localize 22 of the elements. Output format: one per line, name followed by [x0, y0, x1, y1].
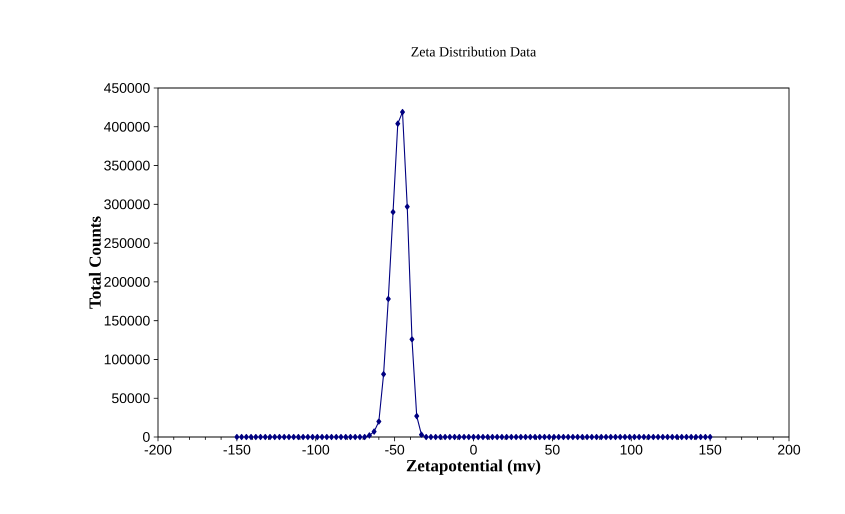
- y-tick-label: 100000: [104, 354, 150, 364]
- x-tick-label: 50: [545, 444, 560, 455]
- y-tick-label: 50000: [112, 393, 150, 404]
- y-tick-label: 400000: [104, 122, 150, 132]
- y-tick-label: 0: [143, 432, 150, 442]
- x-tick-label: 100: [620, 444, 642, 455]
- y-tick-label: 150000: [104, 316, 150, 326]
- y-tick-label: 350000: [104, 160, 150, 170]
- chart-title: Zeta Distribution Data: [411, 46, 536, 57]
- x-axis-title: Zetapotential (mv): [406, 459, 540, 475]
- y-tick-label: 250000: [104, 238, 150, 248]
- x-tick-label: 150: [700, 444, 722, 455]
- x-tick-label: -200: [144, 444, 172, 455]
- y-tick-label: 300000: [104, 199, 150, 210]
- x-tick-label: -50: [385, 444, 404, 455]
- x-tick-label: -150: [224, 444, 250, 455]
- y-axis-title: Total Counts: [88, 216, 101, 309]
- y-tick-label: 450000: [104, 83, 150, 93]
- x-tick-label: -100: [302, 444, 330, 455]
- y-tick-label: 200000: [104, 276, 150, 287]
- x-tick-label: 200: [778, 444, 800, 455]
- x-tick-label: 0: [470, 444, 477, 455]
